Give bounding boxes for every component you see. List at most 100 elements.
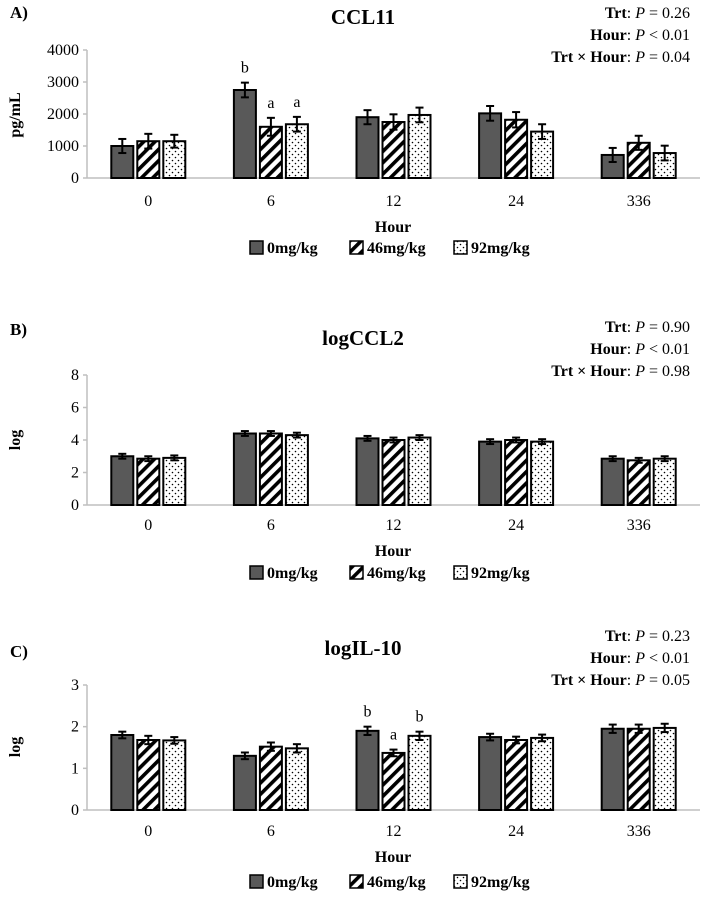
significance-letter: a — [390, 727, 397, 744]
bar-92mg-kg-0 — [162, 456, 187, 506]
legend-entry: 0mg/kg — [267, 240, 318, 257]
stat-term: Trt × Hour — [551, 363, 626, 380]
significance-letter: b — [416, 709, 424, 726]
legend: 0mg/kg 46mg/kg 92mg/kg — [249, 240, 530, 257]
legend-entry: 92mg/kg — [471, 565, 530, 582]
bar-46mg-kg-6 — [258, 432, 283, 506]
y-tick-label: 3 — [71, 677, 79, 694]
x-tick-label: 0 — [144, 823, 152, 840]
stat-colon: : — [627, 341, 635, 358]
stat-value: = 0.04 — [645, 49, 690, 66]
x-tick-label: 24 — [508, 193, 524, 210]
legend-entry: 0mg/kg — [267, 874, 318, 891]
y-tick-label: 1 — [71, 760, 79, 777]
stat-value: = 0.98 — [645, 363, 690, 380]
y-tick-label: 4 — [71, 432, 79, 449]
stat-p: P — [634, 341, 645, 358]
legend-swatch — [453, 874, 468, 889]
stat-value: = 0.90 — [645, 319, 690, 336]
x-tick-label: 6 — [267, 193, 275, 210]
stat-term: Trt — [605, 5, 628, 22]
stat-value: < 0.01 — [645, 27, 690, 44]
stat-term: Trt — [605, 628, 628, 645]
significance-letter: a — [293, 94, 300, 111]
stat-value: = 0.23 — [645, 628, 690, 645]
bar-92mg-kg-0 — [162, 739, 187, 812]
chart-title: logCCL2 — [322, 326, 404, 350]
y-tick-label: 0 — [71, 497, 79, 514]
stat-line: Trt: P = 0.26 — [605, 5, 690, 22]
x-tick-label: 24 — [508, 823, 524, 840]
stat-colon: : — [627, 5, 635, 22]
stat-colon: : — [627, 49, 635, 66]
bar-46mg-kg-336 — [626, 727, 651, 811]
y-tick-label: 4000 — [47, 42, 79, 59]
stat-value: = 0.05 — [645, 672, 690, 689]
stat-p: P — [634, 5, 645, 22]
stat-p: P — [634, 650, 645, 667]
stat-term: Trt × Hour — [551, 672, 626, 689]
x-axis-label: Hour — [375, 849, 411, 866]
x-tick-label: 6 — [267, 823, 275, 840]
chart-panel-logil-10: C) logIL-10 Trt: P = 0.23 Hour: P < 0.01 Trt… — [7, 628, 700, 891]
bar-0mg-kg-24 — [478, 112, 503, 179]
significance-letter: a — [267, 95, 274, 112]
bar-0mg-kg-6 — [232, 89, 257, 179]
bar-92mg-kg-12 — [407, 734, 432, 811]
stat-term: Hour — [590, 341, 626, 358]
legend-swatch — [453, 565, 468, 580]
bar-92mg-kg-336 — [652, 457, 677, 506]
y-tick-label: 2 — [71, 719, 79, 736]
bar-0mg-kg-6 — [232, 754, 257, 811]
y-axis-label: log — [7, 737, 24, 757]
stat-colon: : — [627, 672, 635, 689]
bar-92mg-kg-12 — [407, 113, 432, 179]
legend-swatch — [249, 874, 264, 889]
bar-46mg-kg-6 — [258, 745, 283, 812]
y-tick-label: 8 — [71, 367, 79, 384]
chart-panel-ccl11: A) CCL11 Trt: P = 0.26 Hour: P < 0.01 Trt × … — [7, 3, 700, 257]
bar-92mg-kg-24 — [530, 736, 555, 812]
stat-line: Hour: P < 0.01 — [590, 27, 690, 44]
stat-colon: : — [627, 628, 635, 645]
legend: 0mg/kg 46mg/kg 92mg/kg — [249, 874, 530, 891]
legend-swatch — [349, 874, 364, 889]
x-tick-label: 336 — [627, 193, 651, 210]
y-tick-label: 2 — [71, 465, 79, 482]
bar-92mg-kg-336 — [652, 726, 677, 812]
stat-term: Trt × Hour — [551, 49, 626, 66]
y-axis-label: log — [7, 430, 24, 450]
stat-line: Hour: P < 0.01 — [590, 341, 690, 358]
stat-line: Trt × Hour: P = 0.05 — [551, 672, 690, 689]
legend-entry: 46mg/kg — [367, 240, 426, 257]
stat-line: Trt: P = 0.23 — [605, 628, 690, 645]
bar-92mg-kg-6 — [284, 747, 309, 811]
bar-0mg-kg-336 — [600, 457, 625, 506]
bar-46mg-kg-24 — [504, 118, 529, 180]
bar-0mg-kg-336 — [600, 727, 625, 811]
bar-46mg-kg-0 — [136, 457, 161, 506]
stat-colon: : — [627, 363, 635, 380]
bar-46mg-kg-336 — [626, 459, 651, 506]
y-tick-label: 0 — [71, 802, 79, 819]
bar-92mg-kg-6 — [284, 434, 309, 506]
stat-p: P — [634, 27, 645, 44]
legend: 0mg/kg 46mg/kg 92mg/kg — [249, 565, 530, 582]
x-tick-label: 12 — [386, 517, 402, 534]
stat-value: = 0.26 — [645, 5, 690, 22]
stat-term: Hour — [590, 650, 626, 667]
bar-46mg-kg-12 — [381, 751, 406, 812]
bar-0mg-kg-12 — [355, 437, 380, 506]
x-axis-label: Hour — [375, 543, 411, 560]
bar-0mg-kg-6 — [232, 432, 257, 506]
stat-colon: : — [627, 650, 635, 667]
stat-p: P — [634, 49, 645, 66]
stat-line: Trt × Hour: P = 0.04 — [551, 49, 690, 66]
stat-term: Hour — [590, 27, 626, 44]
legend-entry: 46mg/kg — [367, 874, 426, 891]
chart-panel-logccl2: B) logCCL2 Trt: P = 0.90 Hour: P < 0.01 Trt … — [7, 319, 700, 582]
stat-term: Trt — [605, 319, 628, 336]
x-tick-label: 0 — [144, 193, 152, 210]
legend-entry: 92mg/kg — [471, 874, 530, 891]
legend-swatch — [249, 565, 264, 580]
